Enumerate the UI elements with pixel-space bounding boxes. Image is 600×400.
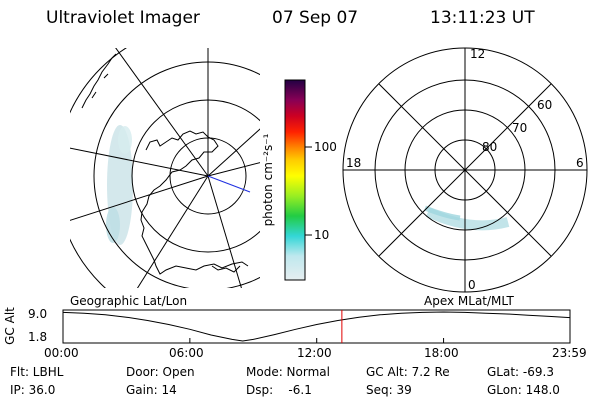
- apex-mlt-6: 6: [576, 156, 584, 170]
- date-label: 07 Sep 07: [272, 8, 359, 28]
- info-door: Door: Open: [126, 365, 195, 379]
- apex-lat-80: 80: [482, 140, 498, 154]
- info-gain: Gain: 14: [126, 383, 177, 397]
- geographic-map: [70, 48, 260, 288]
- info-ip: IP: 36.0: [10, 383, 56, 397]
- info-glat: GLat: -69.3: [487, 365, 554, 379]
- chart-x-ticks: [62, 338, 571, 343]
- apex-mlt-18: 18: [346, 156, 362, 170]
- colorbar-tick-label-10: 10: [314, 228, 330, 242]
- chart-ylabel: GC Alt: [3, 307, 17, 345]
- colorbar-scale: [284, 79, 306, 281]
- info-filter: Flt: LBHL: [10, 365, 64, 379]
- colorbar: [284, 79, 312, 281]
- chart-xtick-2: 12:00: [297, 346, 332, 360]
- chart-xtick-1: 06:00: [169, 346, 204, 360]
- geographic-caption: Geographic Lat/Lon: [70, 294, 188, 308]
- apex-mlt-lines: [343, 48, 587, 292]
- info-gc-alt: GC Alt: 7.2 Re: [366, 365, 450, 379]
- altitude-series-line: [62, 311, 571, 342]
- geo-direction-line: [207, 175, 251, 193]
- info-glon: GLon: 148.0: [487, 383, 560, 397]
- apex-auroral-oval: [425, 207, 510, 231]
- chart-xtick-3: 18:00: [424, 346, 459, 360]
- info-dsp: Dsp: -6.1: [246, 383, 312, 397]
- colorbar-label: photon cm⁻²s⁻¹: [261, 133, 275, 227]
- apex-auroral-bright: [424, 205, 461, 221]
- chart-xtick-0: 00:00: [44, 346, 79, 360]
- chart-ytick-bottom: 1.8: [28, 330, 48, 344]
- instrument-title: Ultraviolet Imager: [46, 8, 200, 28]
- time-label: 13:11:23 UT: [430, 8, 535, 28]
- geo-coastline: [81, 53, 249, 275]
- geo-meridians: [70, 48, 260, 288]
- info-mode: Mode: Normal: [246, 365, 330, 379]
- geo-aurora-emission: [106, 125, 133, 245]
- apex-mlt-0: 0: [468, 278, 476, 292]
- colorbar-tick-label-100: 100: [314, 140, 337, 154]
- info-seq: Seq: 39: [366, 383, 412, 397]
- apex-map: [342, 47, 588, 293]
- orbit-altitude-chart: [62, 309, 571, 344]
- apex-lat-70: 70: [512, 121, 528, 135]
- apex-caption: Apex MLat/MLT: [424, 294, 514, 308]
- apex-lat-60: 60: [537, 98, 553, 112]
- chart-xtick-4: 23:59: [552, 346, 587, 360]
- apex-mlt-12: 12: [470, 47, 486, 61]
- chart-ytick-top: 9.0: [28, 307, 48, 321]
